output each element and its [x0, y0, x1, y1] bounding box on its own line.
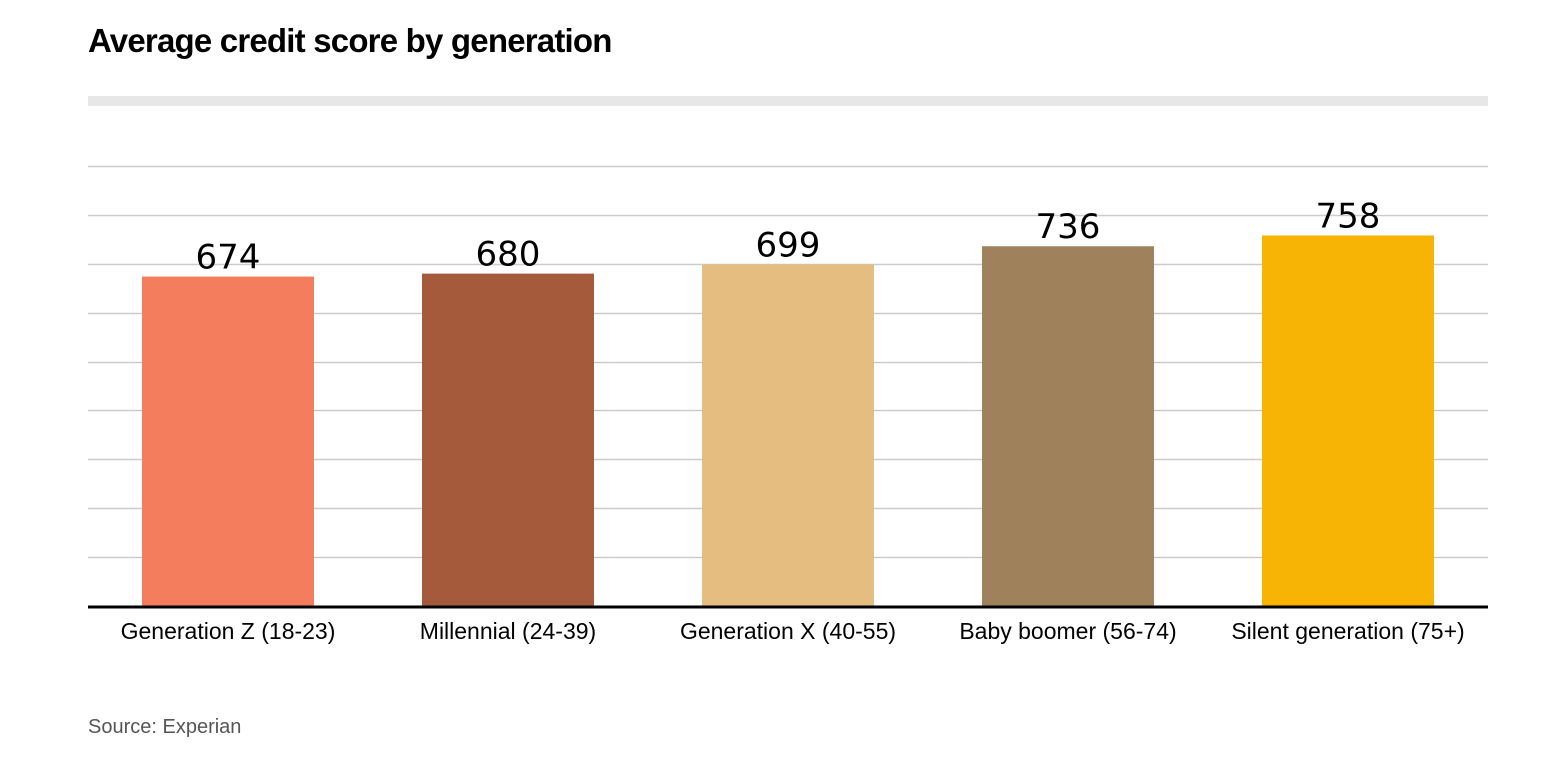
- bar-chart: 674 680 699 736 758 Generation Z (18-23) Mill…: [88, 165, 1488, 644]
- category-label: Baby boomer (56-74): [959, 618, 1176, 644]
- category-label: Millennial (24-39): [420, 618, 596, 644]
- data-label: 674: [196, 238, 261, 278]
- data-label: 699: [756, 225, 821, 265]
- title-divider: [88, 96, 1488, 106]
- chart-title: Average credit score by generation: [88, 22, 612, 59]
- bar: [702, 264, 874, 606]
- source-note: Source: Experian: [88, 716, 242, 738]
- bar: [982, 246, 1154, 606]
- bar: [1262, 235, 1434, 606]
- bar: [142, 276, 314, 606]
- data-label: 736: [1036, 207, 1101, 247]
- value-labels: 674 680 699 736 758: [196, 196, 1381, 277]
- data-label: 680: [476, 235, 541, 275]
- category-label: Silent generation (75+): [1231, 618, 1464, 644]
- category-label: Generation X (40-55): [680, 618, 896, 644]
- category-labels: Generation Z (18-23) Millennial (24-39) Ge…: [121, 618, 1465, 644]
- data-label: 758: [1316, 196, 1381, 236]
- bar: [422, 273, 594, 606]
- bars: [142, 235, 1434, 606]
- category-label: Generation Z (18-23): [121, 618, 336, 644]
